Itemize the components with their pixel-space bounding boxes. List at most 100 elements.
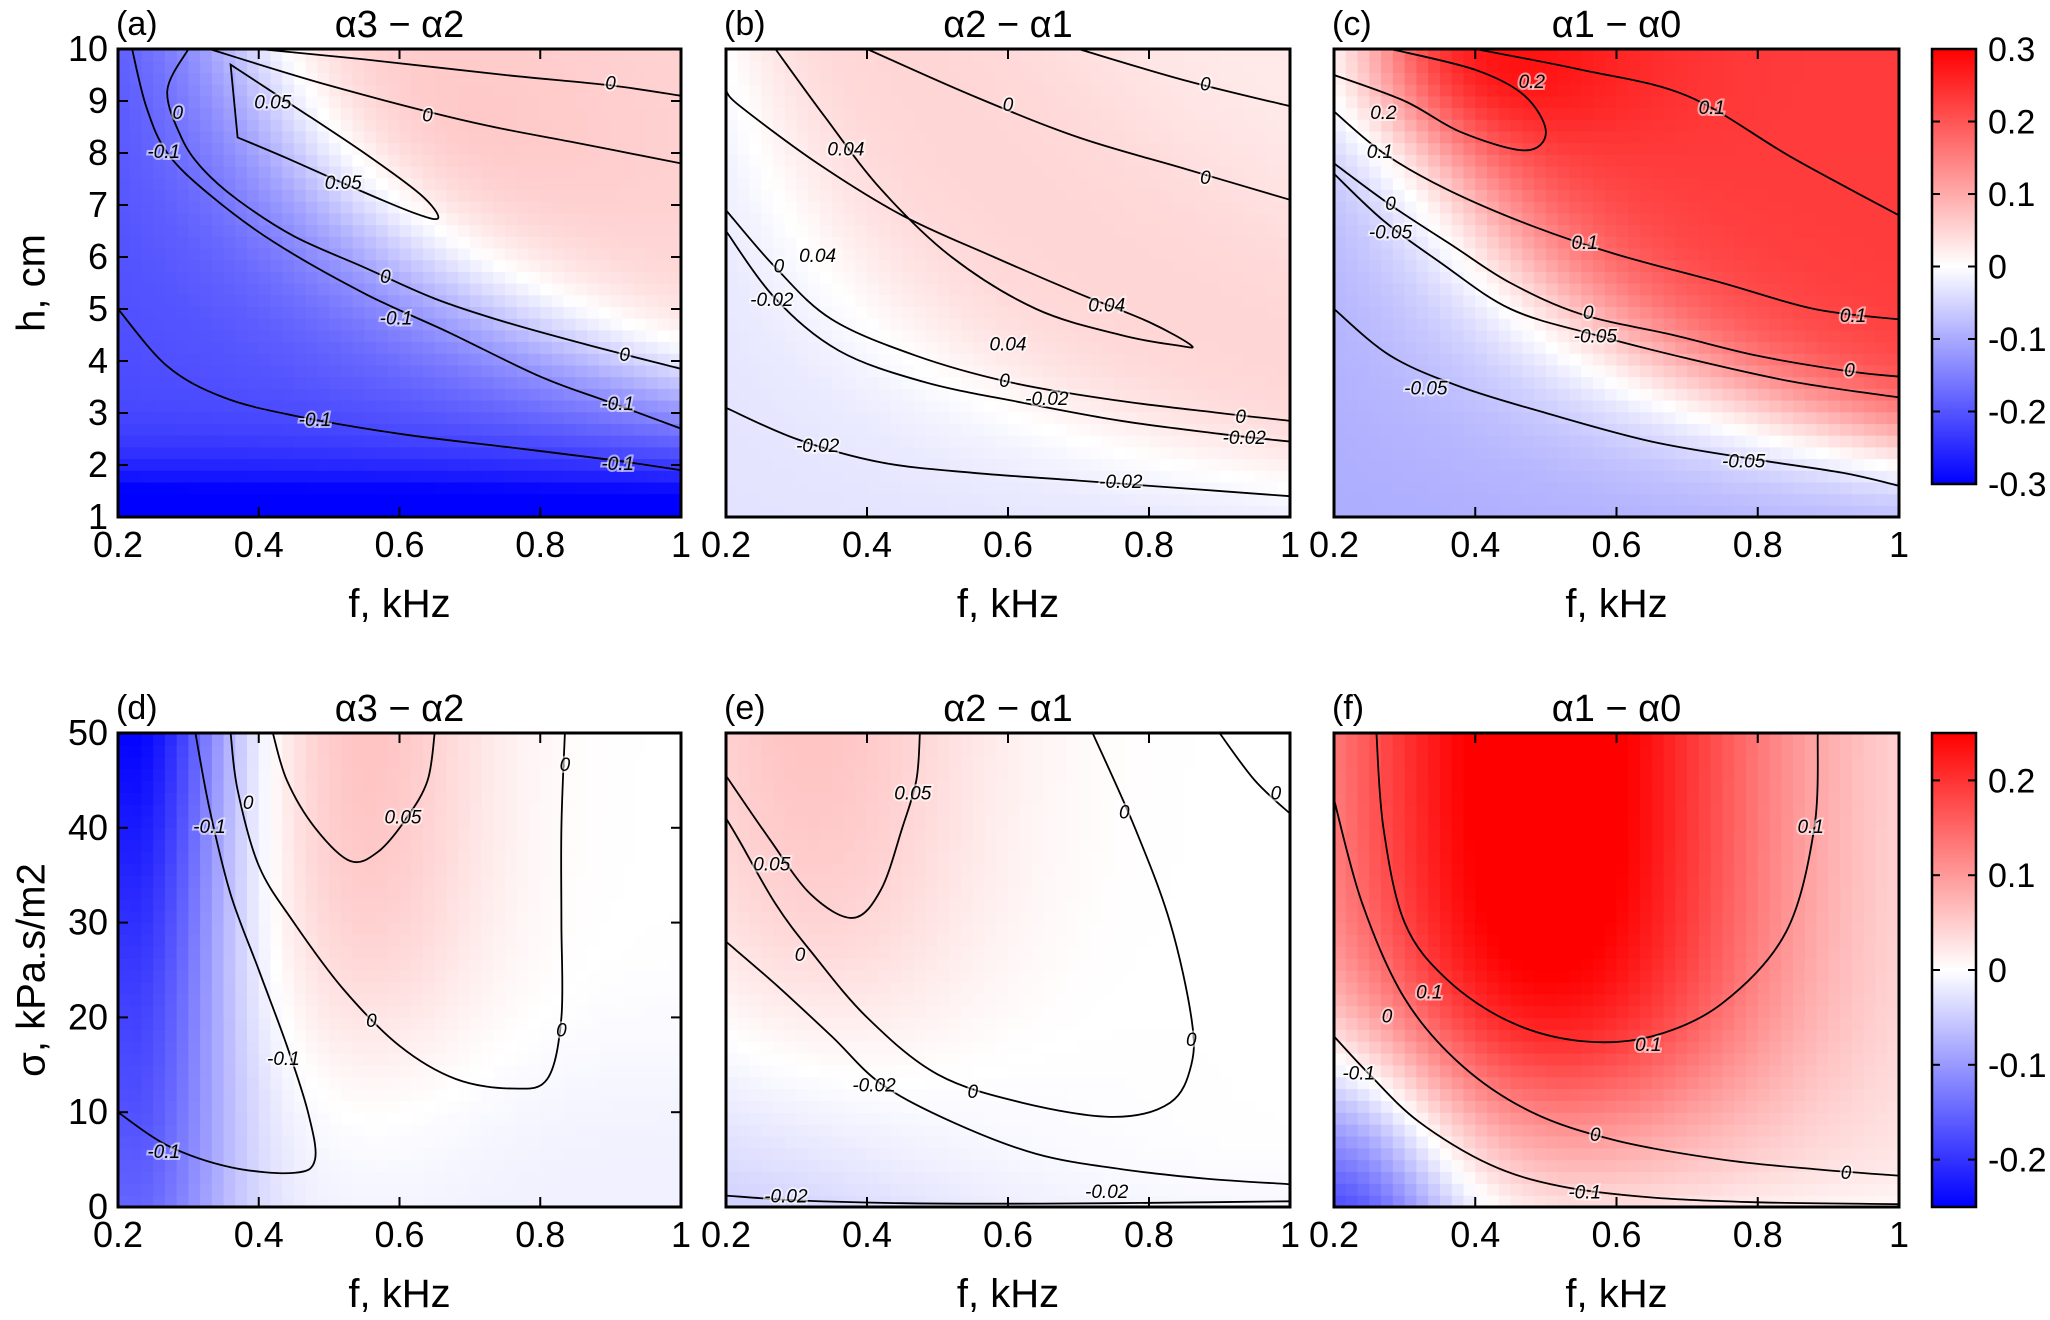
heatmap-cell [551, 154, 565, 167]
contour-label: 0 [999, 371, 1010, 392]
heatmap-cell [972, 341, 986, 354]
heatmap-cell [1451, 236, 1465, 249]
heatmap-cell [563, 72, 577, 85]
heatmap-cell [1078, 259, 1091, 272]
heatmap-cell [773, 364, 786, 378]
heatmap-cell [340, 107, 354, 120]
heatmap-cell [1569, 72, 1582, 85]
heatmap-cell [1231, 107, 1244, 120]
heatmap-cell [387, 119, 401, 132]
heatmap-cell [1498, 505, 1512, 517]
heatmap-cell [796, 400, 809, 413]
heatmap-cell [1345, 119, 1359, 132]
heatmap-cell [914, 294, 927, 307]
heatmap-cell [164, 189, 178, 202]
heatmap-cell [258, 423, 272, 436]
y-tick-label: 1 [88, 496, 108, 537]
heatmap-cell [540, 400, 553, 413]
heatmap-cell [270, 283, 283, 296]
heatmap-cell [1369, 341, 1382, 354]
heatmap-cell [164, 376, 178, 389]
heatmap-cell [1172, 130, 1185, 144]
heatmap-cell [1031, 201, 1044, 214]
heatmap-cell [890, 294, 903, 307]
heatmap-cell [305, 142, 318, 155]
heatmap-cell [1090, 329, 1103, 343]
heatmap-cell [1278, 376, 1290, 389]
heatmap-cell [598, 364, 612, 378]
heatmap-cell [1078, 388, 1091, 401]
heatmap-cell [890, 271, 903, 284]
heatmap-cell [329, 364, 342, 378]
heatmap-cell [808, 177, 821, 190]
heatmap-cell [118, 400, 131, 413]
heatmap-cell [1498, 400, 1512, 413]
heatmap-cell [434, 154, 448, 167]
heatmap-cell [610, 119, 623, 132]
heatmap-cell [1581, 470, 1594, 483]
heatmap-cell [1008, 95, 1021, 109]
heatmap-cell [352, 458, 365, 471]
heatmap-cell [972, 376, 986, 389]
heatmap-cell [1392, 505, 1406, 517]
heatmap-cell [1102, 423, 1115, 436]
heatmap-cell [235, 364, 248, 378]
heatmap-cell [1172, 119, 1185, 132]
heatmap-cell [961, 341, 974, 354]
heatmap-cell [1404, 72, 1417, 85]
heatmap-cell [1055, 364, 1068, 378]
heatmap-cell [1616, 84, 1629, 97]
heatmap-cell [387, 388, 401, 401]
heatmap-cell [669, 212, 681, 226]
heatmap-cell [737, 388, 751, 401]
heatmap-cell [878, 95, 892, 109]
heatmap-cell [1078, 446, 1091, 460]
heatmap-cell [1102, 493, 1115, 506]
heatmap-cell [925, 130, 939, 144]
heatmap-cell [1616, 481, 1629, 495]
heatmap-cell [1522, 341, 1535, 354]
heatmap-cell [855, 49, 868, 62]
heatmap-cell [1545, 470, 1559, 483]
heatmap-cell [1278, 224, 1290, 237]
heatmap-cell [902, 224, 915, 237]
heatmap-cell [1487, 130, 1500, 144]
heatmap-cell [843, 60, 856, 73]
heatmap-cell [622, 329, 635, 343]
heatmap-cell [622, 154, 635, 167]
heatmap-cell [399, 388, 412, 401]
heatmap-cell [411, 166, 424, 179]
heatmap-cell [1369, 423, 1382, 436]
heatmap-cell [878, 142, 892, 155]
heatmap-cell [1334, 154, 1347, 167]
heatmap-cell [317, 341, 330, 354]
heatmap-cell [399, 130, 412, 144]
heatmap-cell [1184, 318, 1197, 331]
heatmap-cell [972, 142, 986, 155]
heatmap-cell [235, 247, 248, 261]
heatmap-cell [1451, 166, 1465, 179]
heatmap-cell [446, 166, 459, 179]
heatmap-cell [1149, 411, 1162, 424]
heatmap-cell [1334, 95, 1347, 109]
heatmap-cell [761, 259, 774, 272]
heatmap-cell [1066, 458, 1080, 471]
heatmap-cell [118, 107, 131, 120]
heatmap-cell [902, 400, 915, 413]
heatmap-cell [937, 189, 950, 202]
heatmap-cell [153, 271, 166, 284]
heatmap-cell [118, 236, 131, 249]
heatmap-cell [188, 95, 201, 109]
heatmap-cell [164, 446, 178, 460]
heatmap-cell [317, 201, 330, 214]
heatmap-cell [563, 154, 577, 167]
heatmap-cell [808, 481, 821, 495]
heatmap-cell [1043, 411, 1056, 424]
heatmap-cell [890, 95, 903, 109]
heatmap-cell [411, 446, 424, 460]
heatmap-cell [141, 154, 154, 167]
heatmap-cell [925, 306, 939, 319]
heatmap-cell [1369, 458, 1382, 471]
heatmap-cell [1345, 493, 1359, 506]
heatmap-cell [1113, 236, 1127, 249]
